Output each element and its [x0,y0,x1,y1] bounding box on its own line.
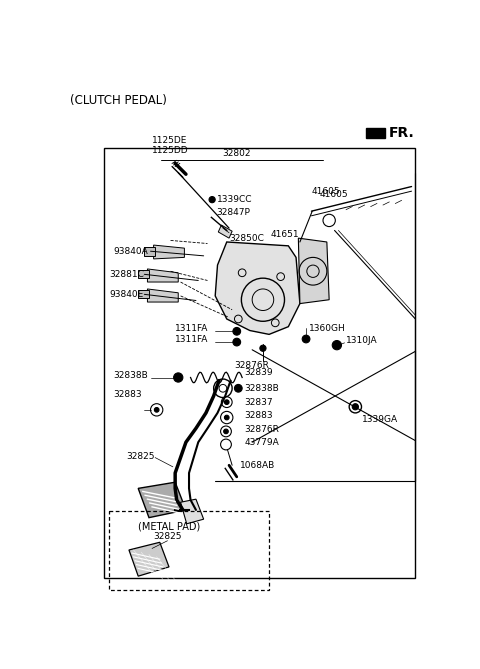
Text: 1068AB: 1068AB [240,461,275,470]
Bar [138,270,149,278]
Text: 1311FA: 1311FA [175,324,208,332]
Polygon shape [147,269,178,282]
Text: 32838B: 32838B [244,384,279,393]
Text: 1360GH: 1360GH [309,324,346,332]
Text: 41605: 41605 [312,187,340,197]
Text: 1125DE: 1125DE [152,136,187,145]
Circle shape [233,327,240,335]
Text: 1339CC: 1339CC [217,195,252,204]
Bar [104,148,415,579]
Text: 32838B: 32838B [114,371,148,380]
Text: 32876R: 32876R [244,425,279,434]
Text: (METAL PAD): (METAL PAD) [138,522,201,531]
Polygon shape [215,242,300,334]
Polygon shape [147,289,178,302]
Text: 32847P: 32847P [217,208,251,217]
Circle shape [233,339,240,346]
Text: 93840A: 93840A [114,247,148,256]
Circle shape [174,373,183,382]
Text: 1310JA: 1310JA [346,336,378,345]
Circle shape [225,415,229,420]
Text: 32883: 32883 [244,411,273,421]
Polygon shape [138,482,186,518]
Circle shape [224,429,228,434]
Text: 1311FA: 1311FA [175,334,208,343]
Text: FR.: FR. [388,126,414,140]
Circle shape [225,400,229,405]
Bar [109,512,269,590]
Text: 1125DD: 1125DD [152,146,189,155]
Polygon shape [154,245,184,259]
Text: 93840E: 93840E [109,290,143,299]
Circle shape [352,403,359,410]
Text: 32883: 32883 [114,390,142,399]
Text: 32837: 32837 [244,397,273,407]
Polygon shape [218,225,232,238]
Text: 32825: 32825 [126,452,155,460]
Circle shape [155,407,159,412]
Text: 41605: 41605 [319,190,348,199]
Text: 43779A: 43779A [244,438,279,447]
Circle shape [209,197,215,203]
Text: 1339GA: 1339GA [361,415,397,423]
Bar [144,247,155,256]
Text: 32876R: 32876R [235,361,270,370]
Polygon shape [129,543,169,576]
Text: 32802: 32802 [223,149,251,158]
Circle shape [332,341,341,350]
Text: 41651: 41651 [271,229,299,239]
Text: 32850C: 32850C [229,233,264,243]
Text: (CLUTCH PEDAL): (CLUTCH PEDAL) [71,94,168,107]
Text: 32839: 32839 [244,369,273,377]
Bar [138,290,149,298]
Circle shape [260,345,266,351]
Polygon shape [299,238,329,304]
Text: 32881C: 32881C [109,270,144,279]
Text: 32825: 32825 [153,532,182,541]
Polygon shape [366,128,384,138]
Circle shape [302,335,310,343]
Circle shape [234,385,242,392]
Polygon shape [180,499,204,524]
